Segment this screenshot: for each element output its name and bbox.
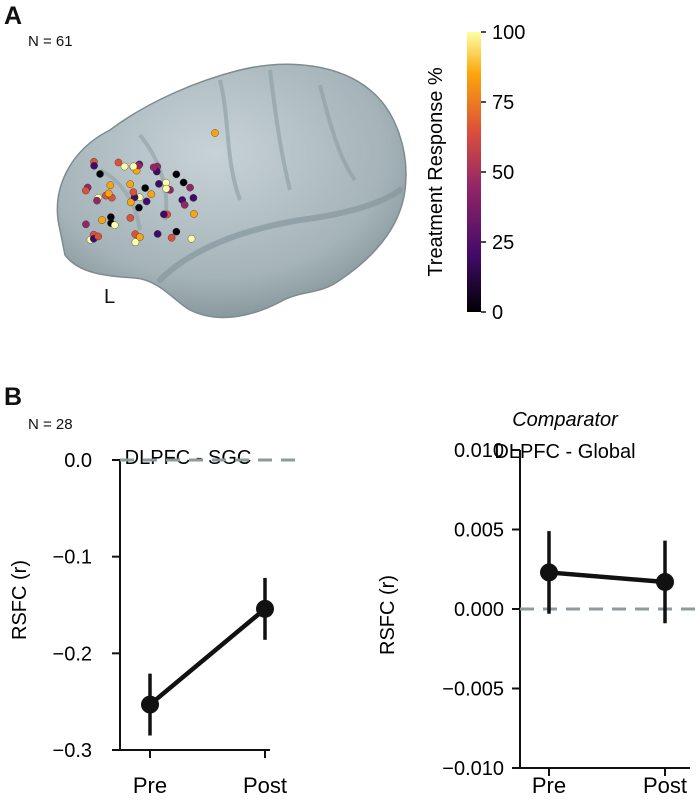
panel-b-letter: B: [4, 383, 23, 411]
chart-dlpfc-global: Comparator DLPFC - Global RSFC (r) 0.010…: [377, 409, 700, 798]
stimulation-site-dot: [94, 232, 103, 241]
stimulation-site-dot: [82, 220, 90, 229]
stimulation-site-dot: [211, 129, 219, 137]
stimulation-site-dot: [172, 170, 181, 179]
y-axis-label: RSFC (r): [377, 575, 399, 655]
stimulation-site-dot: [90, 162, 98, 170]
y-tick-label: 0.000: [454, 599, 504, 621]
colorbar-tick-label: 50: [492, 162, 514, 184]
line-charts: DLPFC - SGC RSFC (r) 0.0 −0.1 −0.2 −0.3 Pre…: [9, 409, 700, 798]
y-tick-label: −0.010: [442, 758, 504, 780]
stimulation-site-dot: [172, 227, 181, 236]
hemisphere-label: L: [104, 286, 116, 308]
stimulation-site-dot: [149, 163, 158, 172]
stimulation-site-dot: [129, 188, 138, 196]
colorbar-gradient: [467, 32, 481, 312]
stimulation-site-dot: [189, 194, 198, 202]
stimulation-site-dot: [93, 196, 101, 205]
colorbar-tick-label: 25: [492, 232, 514, 254]
stimulation-site-dot: [147, 190, 156, 198]
y-tick-label: 0.0: [64, 450, 92, 472]
panel-b-n-label: N = 28: [28, 416, 73, 433]
sulcus-1: [218, 79, 242, 201]
x-tick-label: Post: [243, 773, 287, 798]
chart-subtitle: Comparator: [512, 409, 619, 431]
series-line: [548, 570, 666, 585]
stimulation-site-dot: [114, 158, 123, 167]
series-line: [148, 607, 267, 707]
stimulation-sites: [81, 129, 219, 247]
brain-outline: [56, 63, 407, 319]
stimulation-site-dot: [126, 198, 135, 207]
panel-a-letter: A: [4, 2, 23, 30]
sulcus-3: [318, 84, 357, 182]
data-point: [141, 695, 159, 714]
brain-surface-image: [56, 63, 407, 319]
y-ticks: 0.010 0.005 0.000 −0.005 −0.010: [442, 440, 520, 780]
colorbar-tick-label: 0: [492, 302, 503, 320]
stimulation-site-dot: [187, 234, 196, 243]
stimulation-site-dot: [142, 197, 151, 206]
data-point: [540, 563, 558, 582]
stimulation-site-dot: [106, 181, 115, 189]
y-tick-label: −0.1: [53, 547, 92, 569]
stimulation-site-dot: [190, 210, 198, 218]
stimulation-site-dot: [96, 170, 104, 178]
chart-dlpfc-sgc: DLPFC - SGC RSFC (r) 0.0 −0.1 −0.2 −0.3 Pre…: [9, 447, 300, 798]
colorbar-ticks: 100 75 50 25 0: [481, 22, 525, 320]
x-tick-label: Pre: [133, 773, 167, 798]
y-tick-label: 0.005: [454, 520, 504, 542]
colorbar: Treatment Response % 100 75 50 25 0: [425, 22, 525, 320]
sylvian-fissure: [157, 187, 403, 283]
x-tick-label: Post: [643, 773, 687, 798]
stimulation-site-dot: [160, 210, 168, 219]
stimulation-site-dot: [126, 214, 135, 222]
stimulation-site-dot: [180, 201, 189, 209]
stimulation-site-dot: [162, 184, 171, 193]
y-tick-label: −0.3: [53, 740, 92, 762]
data-marks: [540, 531, 674, 624]
stimulation-site-dot: [141, 184, 149, 192]
y-tick-label: −0.005: [442, 679, 504, 701]
chart-title: DLPFC - Global: [494, 441, 635, 463]
stimulation-site-dot: [135, 203, 143, 212]
y-axis-label: RSFC (r): [9, 560, 31, 640]
y-tick-label: 0.010: [454, 440, 504, 462]
panel-a-n-label: N = 61: [28, 33, 73, 50]
x-tick-label: Pre: [532, 773, 566, 798]
y-tick-label: −0.2: [53, 643, 92, 665]
sulcus-5: [99, 168, 142, 231]
stimulation-site-dot: [126, 180, 134, 188]
stimulation-site-dot: [120, 162, 129, 171]
stimulation-site-dot: [98, 216, 106, 224]
colorbar-label: Treatment Response %: [425, 67, 447, 277]
data-marks: [141, 577, 274, 736]
stimulation-site-dot: [179, 178, 188, 187]
data-point: [656, 572, 674, 591]
stimulation-site-dot: [131, 238, 140, 247]
stimulation-site-dot: [186, 183, 194, 192]
sulcus-2: [268, 69, 292, 191]
chart-title: DLPFC - SGC: [125, 447, 252, 469]
x-ticks: Pre Post: [532, 768, 687, 798]
stimulation-site-dot: [129, 162, 138, 171]
stimulation-site-dot: [110, 221, 119, 229]
stimulation-site-dot: [136, 233, 144, 241]
x-ticks: Pre Post: [133, 750, 287, 798]
stimulation-site-dot: [155, 180, 163, 188]
colorbar-tick-label: 100: [492, 22, 525, 44]
stimulation-site-dot: [153, 230, 162, 238]
stimulation-site-dot: [104, 189, 113, 198]
colorbar-tick-label: 75: [492, 92, 514, 114]
stimulation-site-dot: [167, 233, 176, 242]
data-point: [256, 599, 274, 618]
y-ticks: 0.0 −0.1 −0.2 −0.3: [53, 450, 120, 762]
stimulation-site-dot: [81, 186, 90, 195]
